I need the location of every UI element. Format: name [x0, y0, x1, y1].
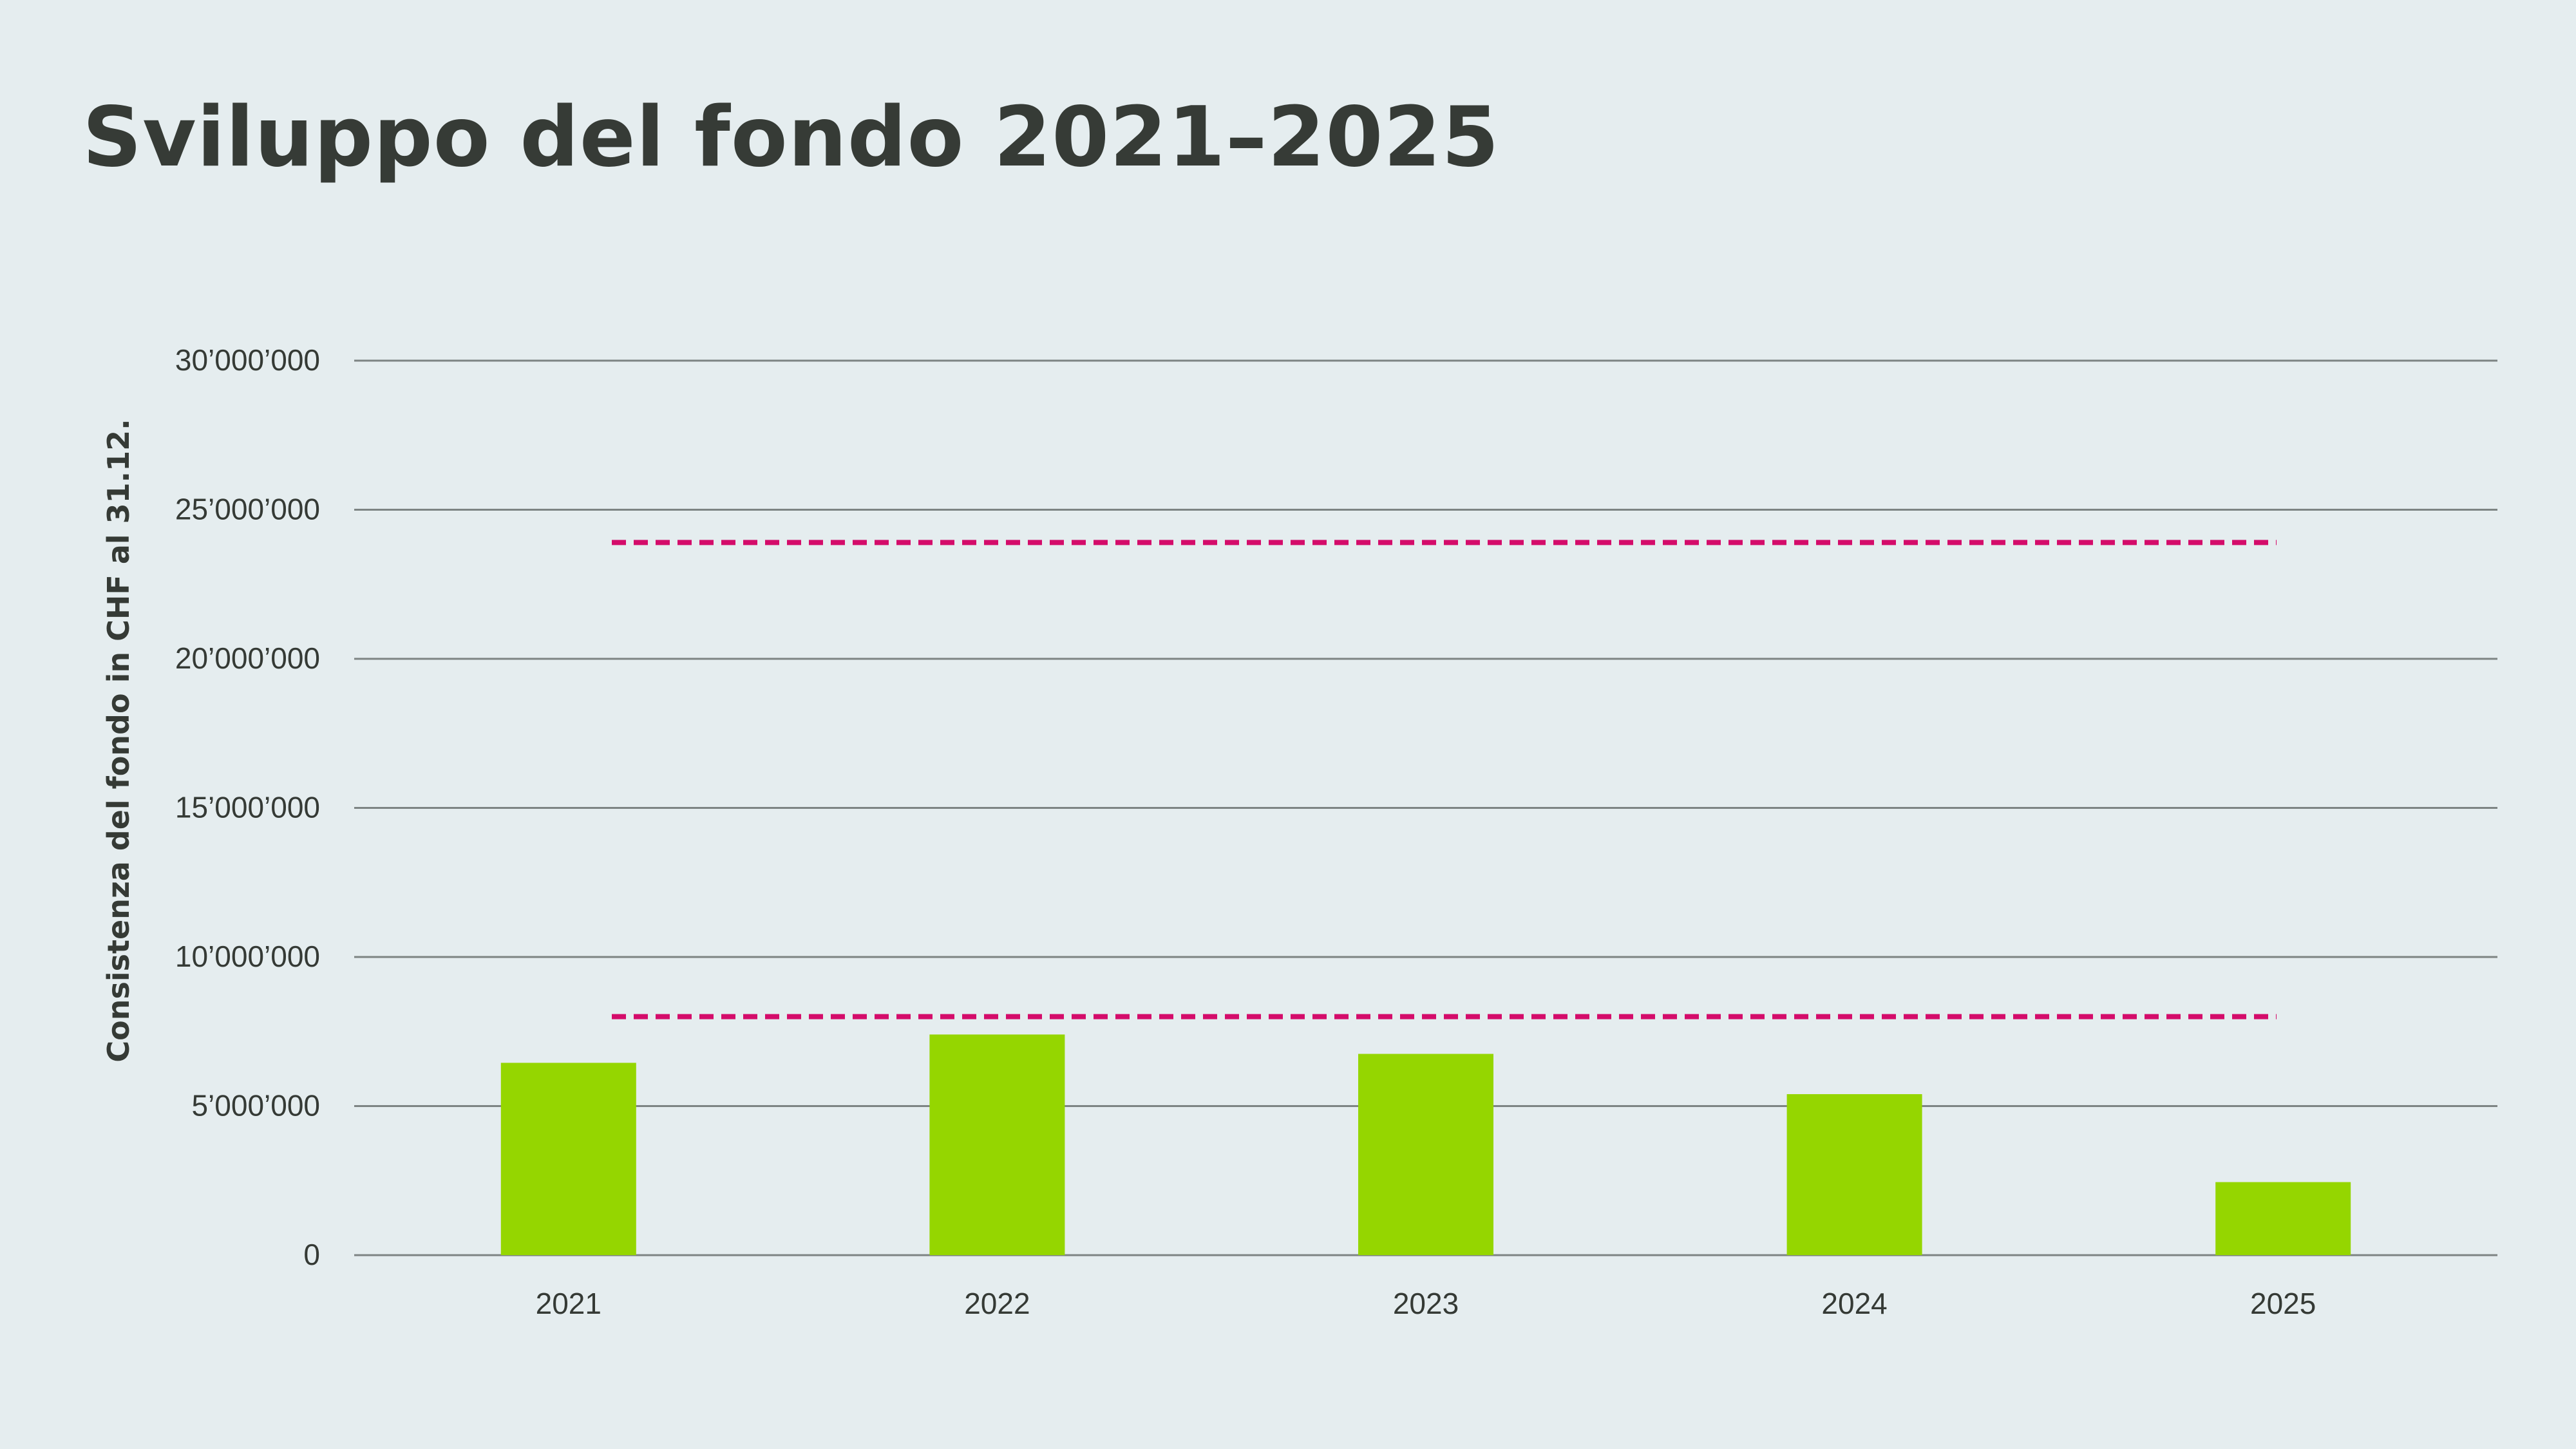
bar-2022: [929, 1034, 1065, 1255]
x-tick-label: 2021: [536, 1287, 601, 1320]
x-tick-label: 2023: [1393, 1287, 1459, 1320]
y-tick-label: 5’000’000: [191, 1089, 320, 1122]
y-tick-label: 10’000’000: [175, 940, 320, 973]
y-tick-label: 30’000’000: [175, 343, 320, 377]
bar-2025: [2215, 1182, 2351, 1255]
x-tick-label: 2024: [1821, 1287, 1887, 1320]
y-tick-label: 20’000’000: [175, 641, 320, 675]
y-axis-label: Consistenza del fondo in CHF al 31.12.: [101, 419, 136, 1062]
y-tick-label: 0: [303, 1238, 320, 1271]
x-tick-label: 2025: [2250, 1287, 2316, 1320]
bar-2023: [1358, 1054, 1493, 1255]
y-tick-label: 15’000’000: [175, 791, 320, 824]
chart-title: Sviluppo del fondo 2021–2025: [82, 90, 1500, 185]
bar-2024: [1786, 1094, 1922, 1255]
x-tick-label: 2022: [964, 1287, 1030, 1320]
bar-2021: [500, 1063, 636, 1255]
y-tick-label: 25’000’000: [175, 493, 320, 526]
